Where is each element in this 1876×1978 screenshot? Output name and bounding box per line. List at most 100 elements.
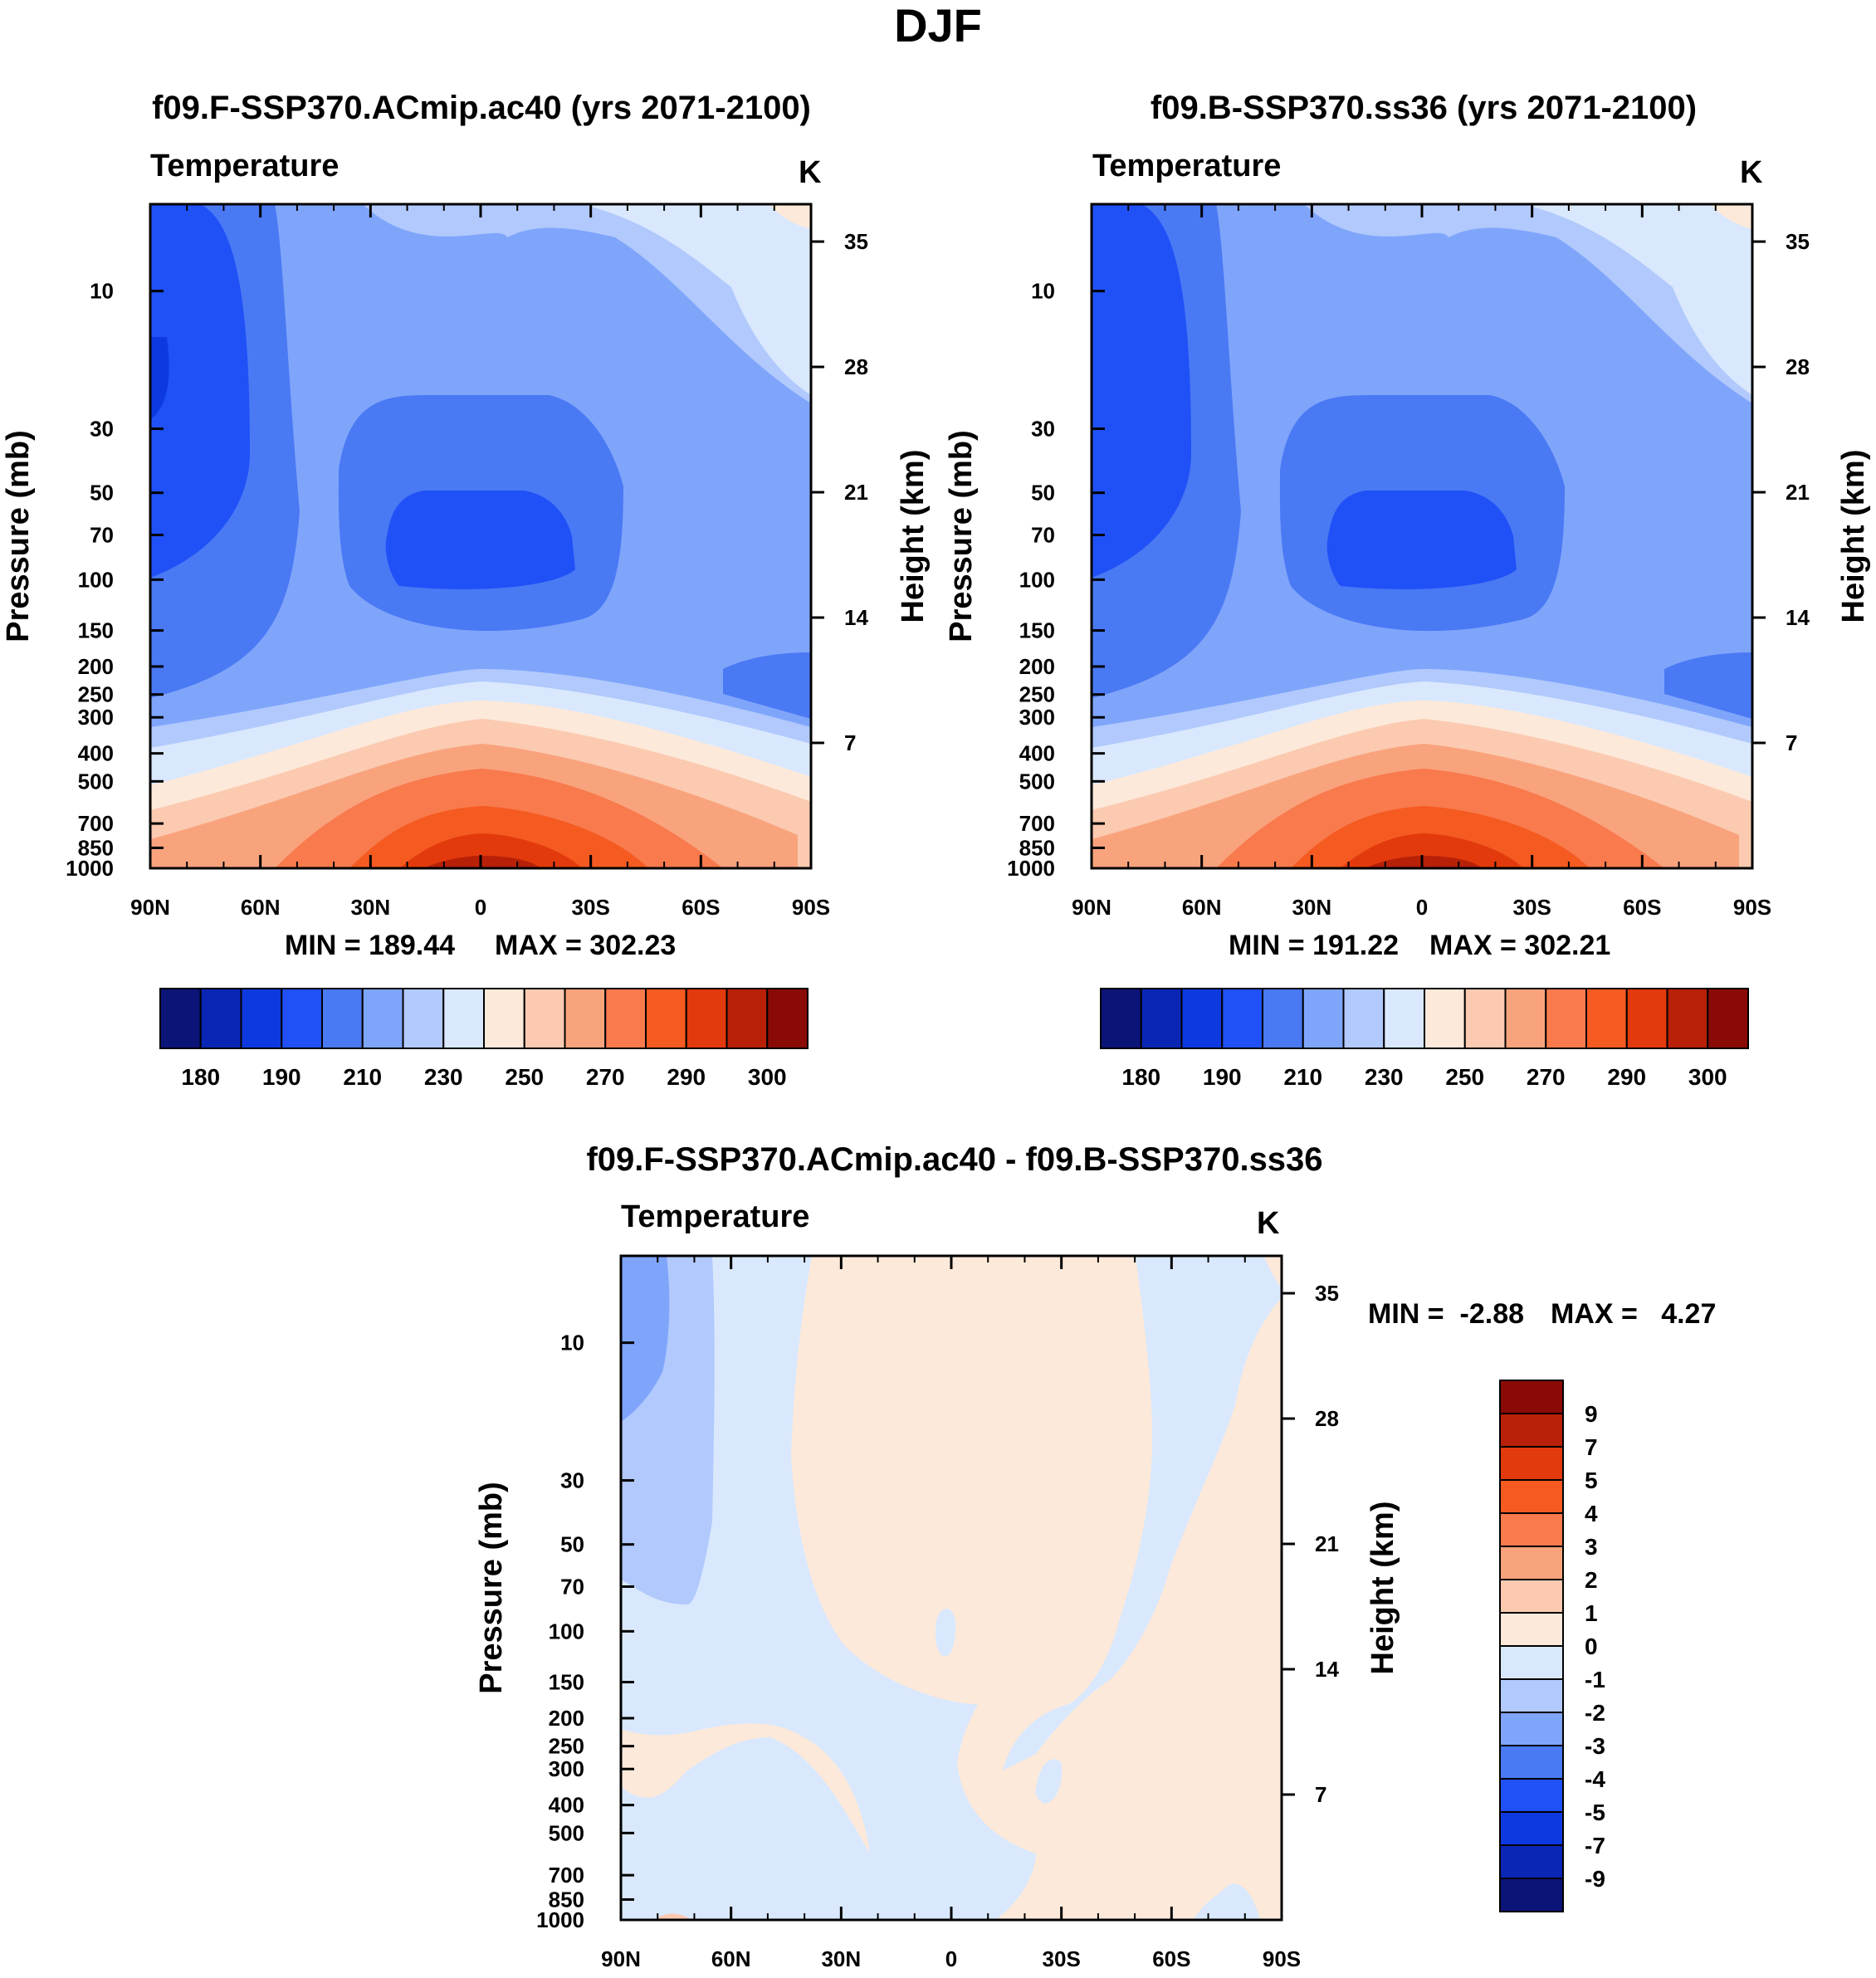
- colorbar-swatch: [1100, 988, 1142, 1049]
- colorbar-swatch: [685, 988, 728, 1049]
- colorbar-swatch: [1499, 1811, 1564, 1846]
- contour-plot: 90N 60N 30N 0 30S 60S 90S 10 30 50 70 100 150 200 250…: [1007, 203, 1810, 920]
- colorbar-swatch: [1585, 988, 1628, 1049]
- height-tick-label: 28: [1315, 1406, 1339, 1431]
- height-tick-label: 21: [844, 480, 868, 505]
- colorbar-swatch: [766, 988, 809, 1049]
- colorbar-label: 3: [1585, 1534, 1598, 1560]
- contour-plot: 90N 60N 30N 0 30S 60S 90S 10 30 50 70 100 150 200 250…: [536, 1254, 1339, 1971]
- x-tick-label: 90S: [792, 895, 830, 920]
- colorbar-swatch: [321, 988, 364, 1049]
- colorbar-swatch: [725, 988, 769, 1049]
- colorbar: 180 190 210 230 250 270 290 300: [159, 988, 809, 1090]
- height-tick-label: 7: [1315, 1782, 1326, 1807]
- pressure-tick-label: 700: [1019, 811, 1055, 836]
- height-tick-label: 21: [1786, 480, 1810, 505]
- colorbar-label: 230: [1365, 1064, 1404, 1090]
- contour-band-220-right: [1664, 652, 1752, 719]
- colorbar: 9 7 5 4 3 2 1 0 -1 -2 -3 -4 -5 -7 -9: [1499, 1380, 1605, 1912]
- x-tick-label: 0: [475, 895, 486, 920]
- x-tick-label: 30S: [572, 895, 610, 920]
- x-tick-label: 60N: [711, 1946, 751, 1971]
- x-tick-label: 90S: [1263, 1946, 1301, 1971]
- colorbar-swatch: [645, 988, 687, 1049]
- pressure-tick-label: 10: [560, 1331, 584, 1355]
- contour-band-minus1-to-0-right: [1003, 1256, 1282, 1770]
- variable-label: Temperature: [1092, 149, 1281, 183]
- contour-band-295: [399, 833, 582, 868]
- colorbar-swatch: [1499, 1645, 1564, 1680]
- colorbar-swatch: [1499, 1446, 1564, 1481]
- pressure-tick-label: 1000: [1007, 856, 1055, 881]
- pressure-tick-label: 30: [90, 417, 114, 442]
- contour-band-250-corner: [769, 204, 811, 229]
- colorbar-swatch: [1499, 1745, 1564, 1780]
- contour-band-240: [582, 204, 811, 395]
- contour-band-minus1-to-0-spot: [935, 1609, 956, 1657]
- x-tick-label: 30S: [1513, 895, 1551, 920]
- y-axis-label-right: Height (km): [1365, 1502, 1400, 1675]
- colorbar-label: 270: [586, 1064, 625, 1090]
- max-label: MAX = 4.27: [1551, 1298, 1716, 1330]
- colorbar-label: 0: [1585, 1634, 1598, 1659]
- colorbar-swatch: [1302, 988, 1345, 1049]
- pressure-tick-label: 300: [78, 705, 114, 730]
- colorbar-swatch: [1499, 1579, 1564, 1614]
- contour-band-1-to-2: [654, 1913, 691, 1920]
- pressure-tick-label: 700: [78, 811, 114, 836]
- pressure-tick-label: 10: [1031, 279, 1055, 304]
- pressure-tick-label: 850: [78, 835, 114, 860]
- colorbar-swatch: [1545, 988, 1587, 1049]
- colorbar-swatch: [1383, 988, 1425, 1049]
- x-tick-label: 30S: [1043, 1946, 1081, 1971]
- contour-band-minus1-to-0-spot2: [1035, 1759, 1063, 1804]
- pressure-tick-label: 400: [1019, 741, 1055, 766]
- pressure-tick-label: 150: [1019, 618, 1055, 643]
- y-axis-label-right: Height (km): [896, 450, 931, 623]
- pressure-tick-label: 10: [90, 279, 114, 304]
- pressure-tick-label: 50: [560, 1532, 584, 1557]
- height-tick-label: 28: [1786, 354, 1810, 379]
- x-tick-label: 0: [945, 1946, 957, 1971]
- contour-plot: 90N 60N 30N 0 30S 60S 90S 10 30 50 70 100 150 200 250…: [66, 203, 868, 920]
- pressure-tick-label: 200: [78, 654, 114, 679]
- colorbar-swatch: [1499, 1380, 1564, 1414]
- colorbar-label: 190: [262, 1064, 301, 1090]
- panel-difference: f09.F-SSP370.ACmip.ac40 - f09.B-SSP370.s…: [474, 1141, 1716, 1971]
- units-label: K: [1740, 155, 1763, 190]
- height-tick-label: 14: [1786, 605, 1810, 630]
- variable-label: Temperature: [150, 149, 339, 183]
- units-label: K: [799, 155, 822, 190]
- colorbar-swatch: [523, 988, 566, 1049]
- pressure-tick-label: 850: [549, 1887, 584, 1912]
- pressure-tick-label: 400: [549, 1793, 584, 1818]
- height-tick-label: 35: [1315, 1281, 1339, 1306]
- colorbar-swatch: [281, 988, 323, 1049]
- height-tick-label: 14: [844, 605, 868, 630]
- pressure-tick-label: 250: [78, 682, 114, 707]
- colorbar-label: 250: [1445, 1064, 1484, 1090]
- colorbar-label: -2: [1585, 1700, 1605, 1726]
- contour-band-210-left: [1092, 204, 1191, 578]
- colorbar-label: 190: [1203, 1064, 1242, 1090]
- height-tick-label: 21: [1315, 1531, 1339, 1556]
- colorbar-label: -4: [1585, 1766, 1605, 1792]
- colorbar-label: 290: [667, 1064, 706, 1090]
- colorbar-swatch: [361, 988, 404, 1049]
- x-tick-label: 90S: [1733, 895, 1771, 920]
- panel-coupled-right: f09.B-SSP370.ss36 (yrs 2071-2100) Temper…: [944, 90, 1871, 1090]
- colorbar-label: 180: [1121, 1064, 1160, 1090]
- pressure-tick-label: 150: [549, 1670, 584, 1695]
- height-tick-label: 28: [844, 354, 868, 379]
- colorbar-swatch: [1463, 988, 1507, 1049]
- x-ticks: 90N 60N 30N 0 30S 60S 90S: [130, 204, 830, 920]
- colorbar-swatch: [483, 988, 525, 1049]
- x-tick-label: 60N: [241, 895, 281, 920]
- colorbar-label: -9: [1585, 1866, 1605, 1892]
- colorbar-label: 250: [505, 1064, 544, 1090]
- pressure-tick-label: 850: [1019, 835, 1055, 860]
- pressure-tick-label: 300: [1019, 705, 1055, 730]
- colorbar-swatch: [1180, 988, 1224, 1049]
- colorbar-swatch: [1499, 1878, 1564, 1912]
